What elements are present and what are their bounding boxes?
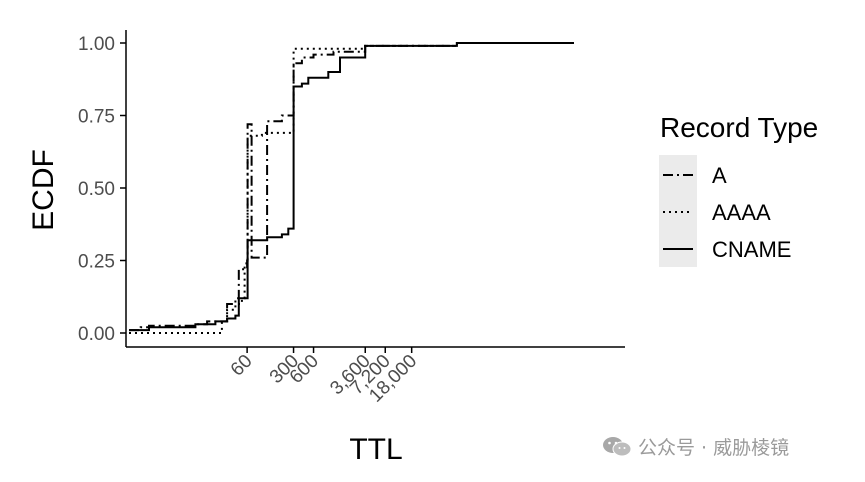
watermark: 公众号 · 威胁棱镜 [602,433,789,460]
watermark-text: 公众号 · 威胁棱镜 [638,437,790,459]
x-tick-label: 60 [227,351,257,381]
y-tick-label: 0.25 [78,252,115,273]
legend-label-aaaa: AAAA [712,200,771,225]
y-tick-label: 0.75 [78,107,115,128]
legend-label-a: A [712,163,727,188]
wechat-icon [603,436,632,456]
legend-label-cname: CNAME [712,237,791,262]
x-axis-title: TTL [349,433,402,466]
series-line-aaaa [129,42,574,334]
y-axis-title: ECDF [27,149,60,231]
series-line-cname [129,42,574,332]
legend-title: Record Type [660,112,818,143]
y-tick-label: 1.00 [78,34,115,55]
y-tick-label: 0.00 [78,324,115,345]
y-tick-label: 0.50 [78,179,115,200]
series-line-a [129,42,574,332]
